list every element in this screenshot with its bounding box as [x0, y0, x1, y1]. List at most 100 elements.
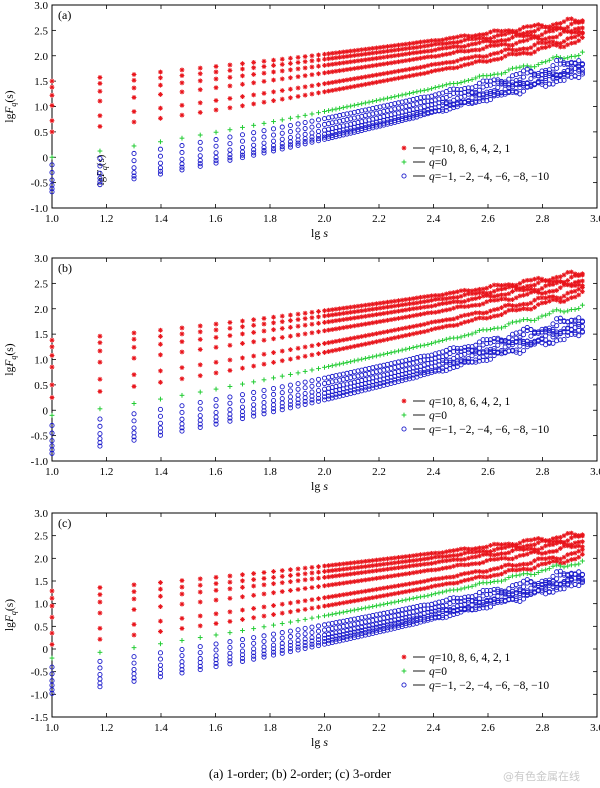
data-point-q-1 [261, 387, 267, 394]
data-point-q0 [374, 603, 379, 609]
data-point-q0 [576, 53, 582, 58]
data-point-q2 [374, 586, 379, 592]
data-point-q-8 [561, 70, 567, 77]
data-point-q2 [370, 331, 376, 337]
data-point-q-2 [315, 382, 322, 388]
data-point-q1 [495, 572, 501, 578]
data-point-q4 [295, 332, 301, 338]
data-point-q8 [580, 19, 585, 25]
data-point-q0 [462, 585, 468, 591]
data-point-q1 [97, 124, 103, 129]
data-point-q2 [392, 327, 398, 333]
data-point-q-1 [309, 118, 315, 124]
data-point-q2 [295, 85, 301, 91]
data-point-q1 [396, 334, 401, 340]
data-point-q4 [414, 569, 420, 575]
data-point-q10 [251, 317, 257, 323]
data-point-q-8 [270, 145, 277, 152]
data-point-q4 [377, 319, 383, 324]
data-point-q-2 [227, 645, 233, 651]
data-point-q8 [131, 77, 137, 83]
data-point-q1 [421, 329, 427, 335]
data-point-q6 [351, 58, 357, 64]
data-point-q1 [414, 72, 420, 78]
data-point-q4 [366, 63, 372, 69]
data-point-q6 [288, 579, 293, 585]
data-point-q-2 [197, 146, 203, 152]
data-point-q1 [344, 85, 350, 91]
data-point-q2 [429, 62, 434, 68]
data-point-q-4 [251, 142, 257, 148]
data-point-q4 [366, 577, 372, 582]
data-point-q10 [392, 43, 398, 48]
data-point-q2 [399, 582, 405, 588]
data-point-q1 [340, 346, 346, 352]
data-point-q-2 [213, 143, 219, 149]
data-point-q-2 [197, 650, 203, 656]
data-point-q0 [561, 309, 567, 315]
data-point-q4 [337, 581, 343, 587]
data-point-q4 [261, 591, 267, 597]
data-point-q-2 [179, 653, 185, 659]
data-point-q2 [480, 310, 486, 316]
legend-entry-zero: q=0 [429, 157, 447, 169]
data-point-q2 [377, 330, 383, 336]
data-point-q2 [355, 589, 361, 595]
data-point-q6 [502, 292, 508, 298]
data-point-q-1 [321, 622, 328, 628]
data-point-q-4 [309, 389, 315, 395]
data-point-q8 [316, 569, 321, 575]
data-point-q8 [539, 278, 545, 284]
data-point-q-8 [447, 102, 453, 108]
data-point-q1 [213, 621, 219, 626]
data-point-q-2 [261, 134, 267, 140]
data-point-q1 [279, 96, 285, 102]
data-point-q2 [580, 547, 585, 553]
data-point-q0 [454, 587, 460, 593]
data-point-q0 [532, 317, 537, 323]
data-point-q0 [576, 306, 582, 311]
data-point-q6 [495, 551, 501, 557]
data-point-q4 [158, 92, 163, 97]
data-point-q1 [572, 294, 578, 300]
data-point-q10 [561, 19, 567, 25]
data-point-q6 [447, 44, 453, 50]
data-point-q8 [344, 54, 350, 59]
data-point-q10 [418, 294, 423, 300]
x-tick-label: 2.4 [427, 722, 441, 734]
x-tick-label: 2.8 [536, 466, 550, 478]
data-point-q10 [344, 305, 350, 311]
data-point-q0 [97, 406, 103, 412]
data-point-q8 [302, 316, 308, 322]
data-point-q8 [197, 582, 203, 588]
data-point-q6 [302, 577, 308, 583]
data-point-q10 [316, 564, 321, 570]
data-point-q6 [524, 33, 530, 38]
data-point-q10 [302, 54, 308, 59]
data-point-q0 [535, 315, 541, 321]
data-point-q-6 [543, 75, 549, 82]
data-point-q8 [388, 304, 394, 309]
data-point-q2 [322, 341, 327, 346]
data-point-q2 [568, 551, 574, 557]
data-point-q4 [302, 586, 308, 591]
data-point-q1 [465, 577, 471, 583]
data-point-q6 [554, 540, 560, 546]
data-point-q0 [543, 312, 549, 318]
data-point-q8 [261, 321, 267, 327]
data-point-q8 [454, 552, 460, 558]
data-point-q2 [502, 303, 508, 309]
data-point-q0 [462, 333, 468, 339]
data-point-q-4 [321, 386, 328, 392]
data-point-q2 [309, 597, 315, 603]
data-point-q4 [443, 307, 449, 313]
data-point-q4 [528, 290, 534, 295]
data-point-q0 [326, 364, 331, 369]
data-point-q6 [403, 307, 409, 313]
data-point-q-1 [97, 156, 103, 162]
data-point-q4 [97, 610, 103, 616]
data-point-q0 [410, 90, 416, 95]
data-point-q6 [396, 565, 401, 571]
data-point-q10 [443, 36, 449, 42]
data-point-q-2 [157, 656, 164, 662]
